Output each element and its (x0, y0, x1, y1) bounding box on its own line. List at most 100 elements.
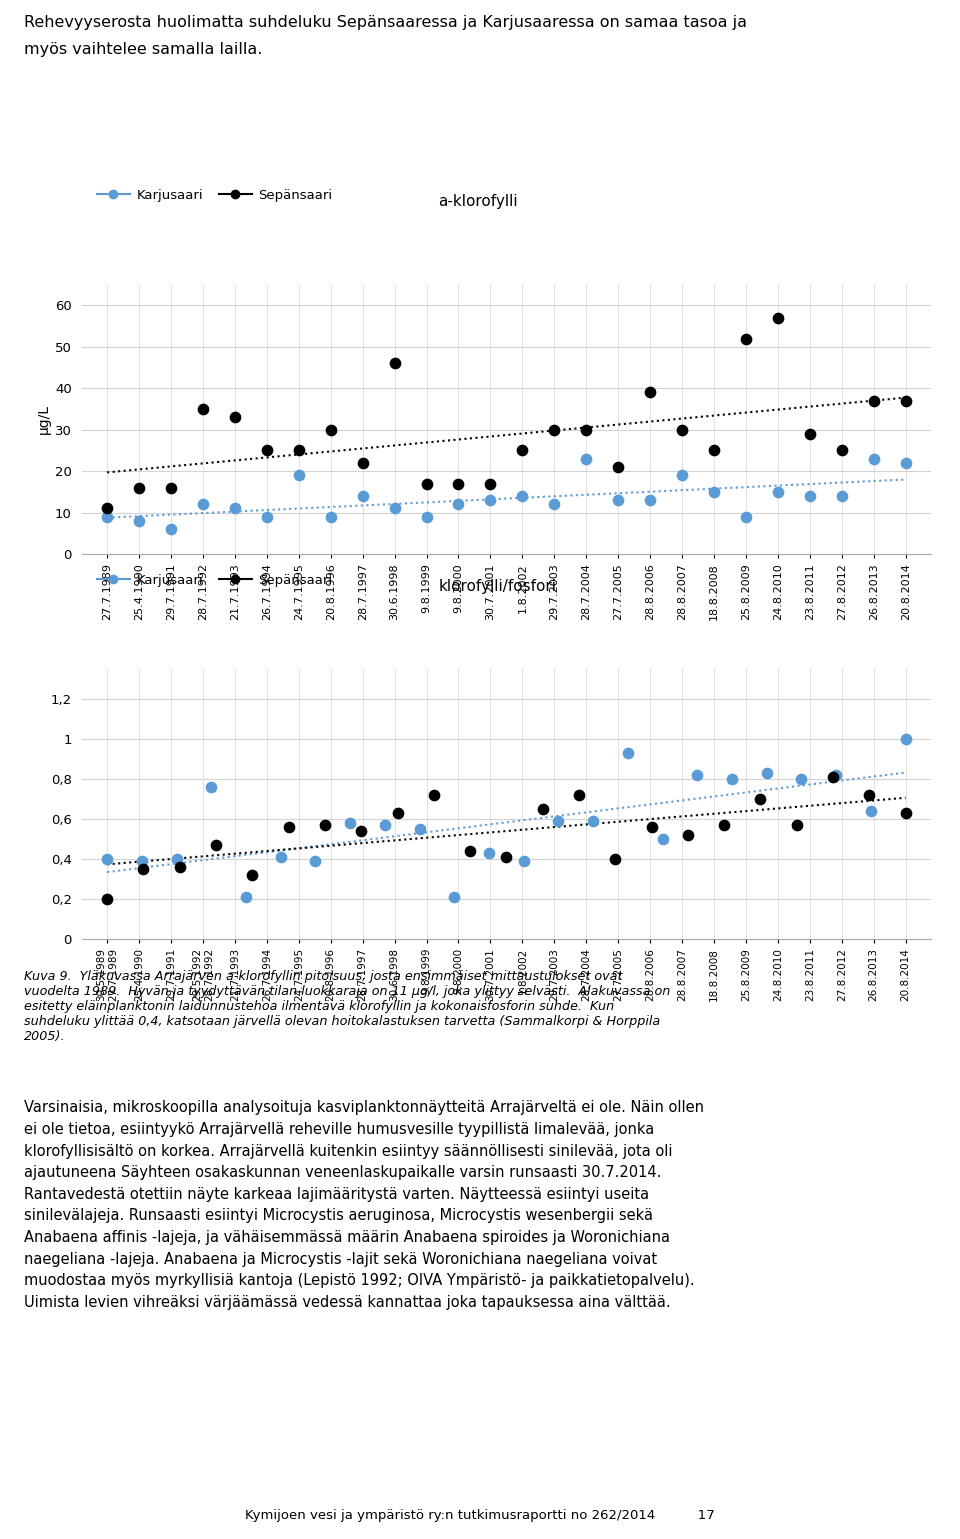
Text: Kuva 9.  Yläkuvassa Arrajärven a-klorofyllin pitoisuus, josta ensimmäiset mittau: Kuva 9. Yläkuvassa Arrajärven a-klorofyl… (24, 970, 670, 1042)
Point (586, 810, 601, 834)
Point (169, 846, 184, 871)
Point (803, 422, 818, 446)
Point (716, 813, 732, 837)
Point (738, 505, 754, 529)
Point (834, 439, 850, 463)
Point (770, 306, 785, 331)
Point (770, 480, 785, 505)
Point (866, 446, 881, 471)
Point (281, 814, 297, 839)
Point (515, 483, 530, 508)
Point (195, 397, 210, 422)
Point (483, 471, 498, 496)
Point (707, 439, 722, 463)
Point (516, 848, 532, 873)
Point (291, 463, 306, 488)
Point (324, 417, 339, 442)
Point (834, 483, 850, 508)
Point (451, 471, 467, 496)
Point (228, 496, 243, 520)
Point (608, 846, 623, 871)
Point (100, 846, 115, 871)
Point (620, 740, 636, 765)
Point (419, 471, 434, 496)
Point (426, 783, 442, 808)
Legend: Karjusaari, Sepänsaari: Karjusaari, Sepänsaari (97, 189, 332, 202)
Point (245, 863, 260, 888)
Point (135, 857, 151, 882)
Point (689, 763, 705, 788)
Point (863, 799, 878, 823)
Point (794, 766, 809, 791)
Point (204, 774, 219, 799)
Point (419, 505, 434, 529)
Point (725, 766, 740, 791)
Point (642, 380, 658, 405)
Point (738, 326, 754, 351)
Point (343, 811, 358, 836)
Point (898, 800, 913, 825)
Point (446, 885, 462, 910)
Point (208, 833, 224, 857)
Point (642, 488, 658, 512)
Text: klorofylli/fosfori: klorofylli/fosfori (439, 579, 557, 594)
Point (355, 483, 371, 508)
Point (273, 845, 288, 870)
Point (132, 508, 147, 532)
Point (611, 488, 626, 512)
Point (644, 814, 660, 839)
Point (789, 813, 804, 837)
Text: Varsinaisia, mikroskoopilla analysoituja kasviplanktonnäytteitä Arrajärveltä ei : Varsinaisia, mikroskoopilla analysoituja… (24, 1100, 704, 1310)
Point (163, 517, 179, 542)
Point (579, 446, 594, 471)
Point (898, 451, 913, 476)
Point (412, 817, 427, 842)
Point (579, 417, 594, 442)
Point (866, 388, 881, 412)
Text: myös vaihtelee samalla lailla.: myös vaihtelee samalla lailla. (24, 42, 262, 57)
Point (172, 854, 187, 879)
Point (674, 463, 689, 488)
Point (163, 476, 179, 500)
Point (571, 783, 587, 808)
Point (753, 786, 768, 811)
Point (535, 797, 550, 822)
Point (134, 848, 150, 873)
Legend: Karjusaari, Sepänsaari: Karjusaari, Sepänsaari (97, 574, 332, 586)
Point (291, 439, 306, 463)
Point (862, 783, 877, 808)
Point (353, 819, 369, 843)
Point (483, 488, 498, 512)
Point (828, 763, 844, 788)
Point (826, 765, 841, 790)
Point (259, 439, 275, 463)
Point (308, 848, 324, 873)
Point (498, 845, 514, 870)
Point (377, 813, 393, 837)
Point (324, 505, 339, 529)
Point (546, 417, 562, 442)
Point (355, 451, 371, 476)
Point (228, 405, 243, 429)
Point (451, 492, 467, 517)
Point (611, 454, 626, 479)
Point (390, 800, 405, 825)
Point (387, 496, 402, 520)
Point (898, 388, 913, 412)
Point (259, 505, 275, 529)
Point (681, 823, 696, 848)
Point (515, 439, 530, 463)
Point (100, 505, 115, 529)
Point (546, 492, 562, 517)
Point (100, 886, 115, 911)
Point (707, 480, 722, 505)
Point (132, 476, 147, 500)
Point (674, 417, 689, 442)
Text: Kymijoen vesi ja ympäristö ry:n tutkimusraportti no 262/2014          17: Kymijoen vesi ja ympäristö ry:n tutkimus… (245, 1510, 715, 1522)
Point (803, 483, 818, 508)
Text: Rehevyyserosta huolimatta suhdeluku Sepänsaaressa ja Karjusaaressa on samaa taso: Rehevyyserosta huolimatta suhdeluku Sepä… (24, 15, 747, 31)
Point (195, 492, 210, 517)
Point (759, 760, 775, 785)
Point (238, 885, 253, 910)
Point (100, 496, 115, 520)
